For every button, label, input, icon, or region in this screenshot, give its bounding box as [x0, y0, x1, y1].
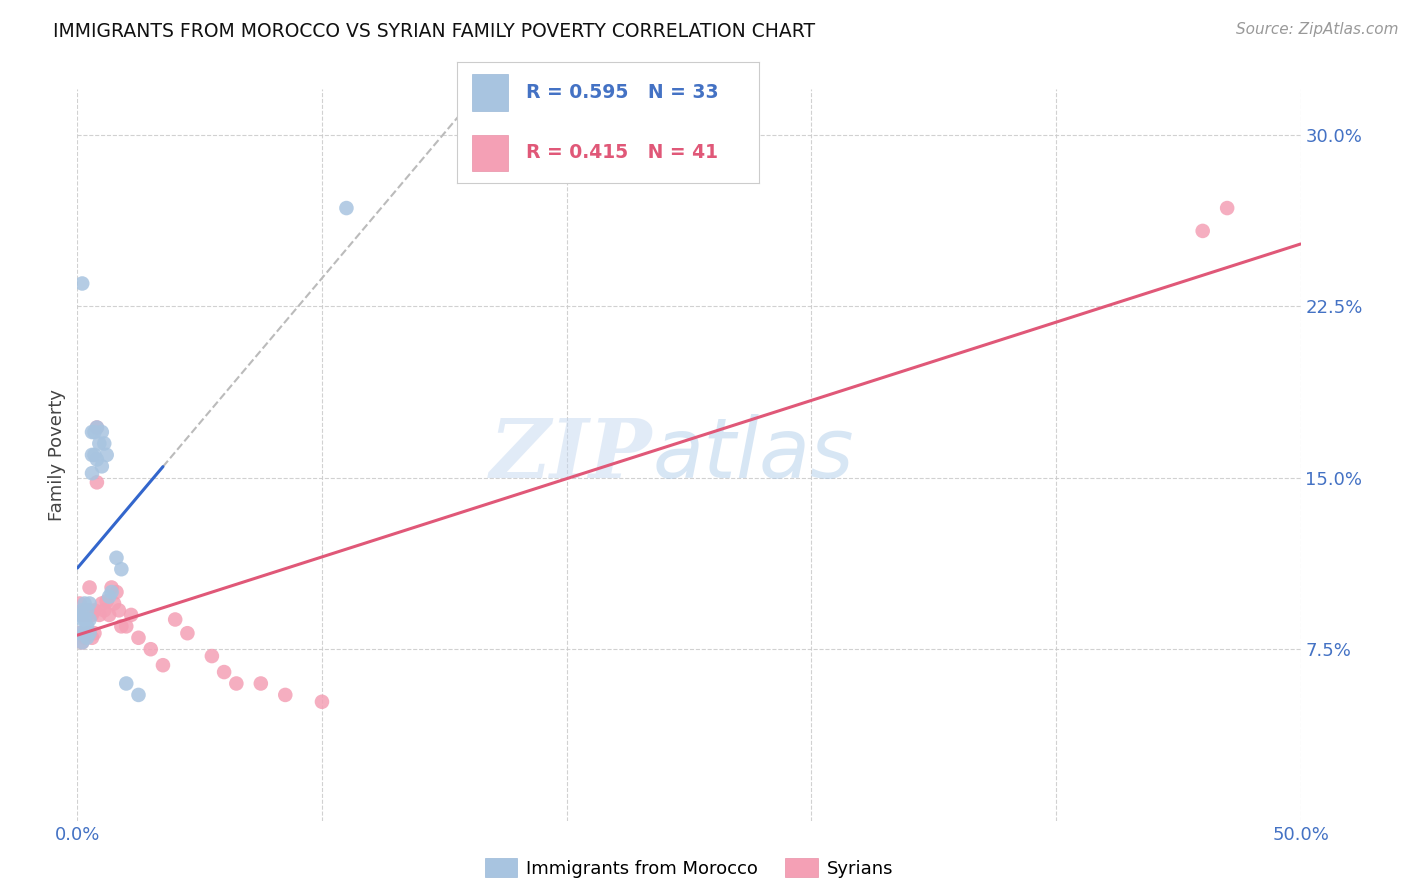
Point — [69, 607, 91, 622]
Point — [86, 452, 108, 467]
Point — [93, 603, 115, 617]
Point — [89, 607, 111, 622]
Point — [76, 607, 98, 622]
Point — [100, 585, 122, 599]
Point — [120, 607, 142, 622]
Point — [70, 607, 93, 622]
Point — [127, 688, 149, 702]
Point — [98, 607, 121, 622]
Point — [70, 613, 93, 627]
Point — [108, 603, 131, 617]
Text: R = 0.595   N = 33: R = 0.595 N = 33 — [526, 83, 718, 102]
Point — [86, 475, 108, 490]
Point — [311, 695, 333, 709]
Point — [69, 597, 91, 611]
Point — [110, 562, 132, 576]
FancyBboxPatch shape — [472, 135, 509, 171]
Point — [79, 603, 101, 617]
Point — [165, 613, 187, 627]
Point — [70, 277, 93, 291]
Point — [110, 619, 132, 633]
Point — [335, 201, 357, 215]
Point — [80, 631, 103, 645]
Point — [73, 631, 96, 645]
Point — [274, 688, 297, 702]
Legend: Immigrants from Morocco, Syrians: Immigrants from Morocco, Syrians — [478, 851, 900, 885]
Point — [105, 550, 128, 565]
Point — [69, 626, 91, 640]
Text: atlas: atlas — [652, 415, 853, 495]
Point — [76, 631, 98, 645]
Point — [70, 603, 93, 617]
Point — [90, 597, 112, 611]
Point — [90, 425, 112, 439]
Point — [115, 619, 138, 633]
Point — [225, 676, 247, 690]
Point — [86, 420, 108, 434]
Point — [79, 613, 101, 627]
Point — [76, 603, 98, 617]
Point — [250, 676, 273, 690]
Point — [80, 448, 103, 462]
Point — [100, 581, 122, 595]
Text: IMMIGRANTS FROM MOROCCO VS SYRIAN FAMILY POVERTY CORRELATION CHART: IMMIGRANTS FROM MOROCCO VS SYRIAN FAMILY… — [53, 22, 815, 41]
Point — [89, 436, 111, 450]
Point — [80, 466, 103, 480]
Text: Source: ZipAtlas.com: Source: ZipAtlas.com — [1236, 22, 1399, 37]
Y-axis label: Family Poverty: Family Poverty — [48, 389, 66, 521]
Point — [80, 607, 103, 622]
Point — [73, 626, 96, 640]
Point — [83, 626, 105, 640]
Point — [139, 642, 162, 657]
Point — [201, 649, 224, 664]
Point — [70, 635, 93, 649]
Point — [127, 631, 149, 645]
Point — [152, 658, 174, 673]
Point — [1191, 224, 1213, 238]
Point — [73, 603, 96, 617]
Point — [105, 585, 128, 599]
Point — [83, 603, 105, 617]
FancyBboxPatch shape — [472, 75, 509, 111]
Point — [83, 448, 105, 462]
Point — [98, 590, 121, 604]
Point — [73, 613, 96, 627]
Point — [115, 676, 138, 690]
Point — [90, 459, 112, 474]
Point — [103, 597, 125, 611]
Point — [79, 581, 101, 595]
Point — [96, 594, 118, 608]
Point — [73, 597, 96, 611]
Point — [93, 436, 115, 450]
Point — [1216, 201, 1239, 215]
Point — [176, 626, 198, 640]
Point — [83, 425, 105, 439]
Point — [80, 425, 103, 439]
Point — [96, 448, 118, 462]
Text: R = 0.415   N = 41: R = 0.415 N = 41 — [526, 144, 718, 162]
Point — [69, 626, 91, 640]
Point — [86, 420, 108, 434]
Point — [79, 597, 101, 611]
Point — [76, 619, 98, 633]
Point — [76, 626, 98, 640]
Point — [212, 665, 235, 679]
Text: ZIP: ZIP — [489, 415, 652, 495]
Point — [79, 626, 101, 640]
Point — [79, 626, 101, 640]
Point — [70, 635, 93, 649]
